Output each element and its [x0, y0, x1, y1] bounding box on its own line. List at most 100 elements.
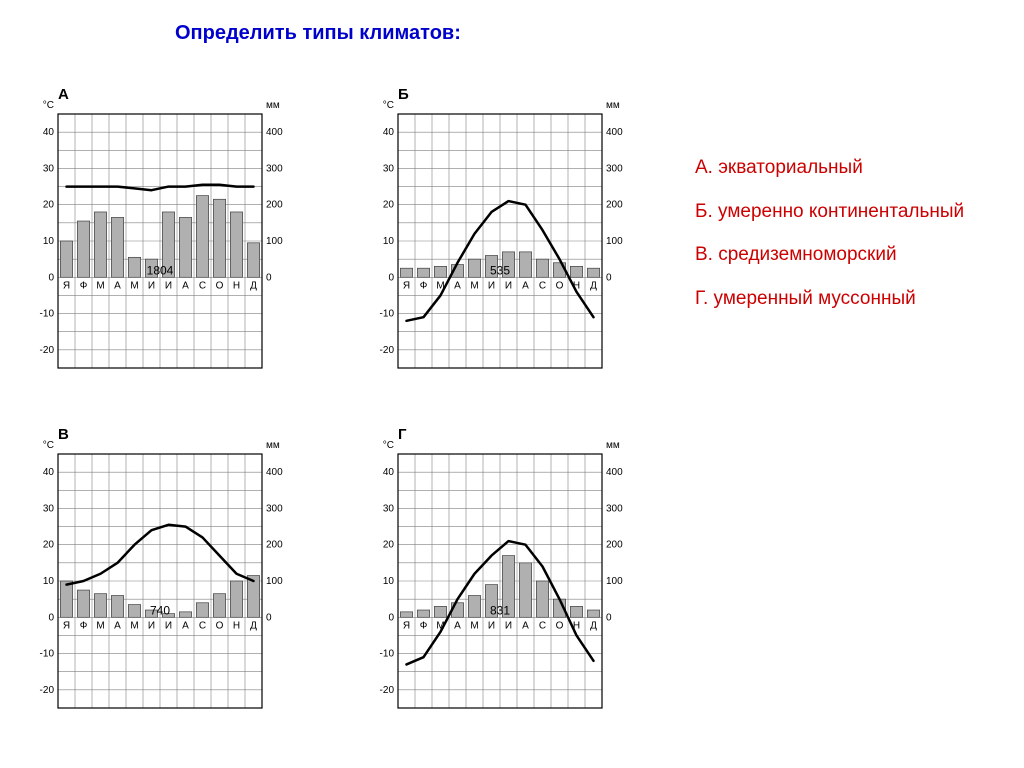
svg-text:М: М	[470, 280, 478, 291]
svg-text:М: М	[96, 280, 104, 291]
svg-text:О: О	[556, 280, 564, 291]
page-title: Определить типы климатов:	[175, 22, 461, 45]
chart-letter: В	[58, 426, 69, 443]
svg-text:-10: -10	[40, 649, 55, 660]
svg-text:Н: Н	[573, 620, 580, 631]
svg-text:0: 0	[606, 272, 612, 283]
svg-text:°C: °C	[43, 100, 54, 111]
svg-text:Д: Д	[590, 620, 597, 631]
svg-text:10: 10	[383, 576, 395, 587]
svg-text:И: И	[505, 280, 512, 291]
svg-text:0: 0	[48, 272, 54, 283]
svg-text:А: А	[182, 620, 189, 631]
svg-text:40: 40	[43, 127, 55, 138]
svg-text:200: 200	[606, 200, 623, 211]
svg-text:Я: Я	[403, 620, 410, 631]
svg-text:20: 20	[383, 540, 395, 551]
svg-text:-20: -20	[40, 685, 55, 696]
svg-text:Д: Д	[250, 280, 257, 291]
svg-text:-10: -10	[40, 309, 55, 320]
svg-text:400: 400	[266, 127, 283, 138]
climograph-Б: Б-20-100102030400100200300400°CммЯФМАМИИ…	[360, 90, 640, 390]
svg-text:М: М	[96, 620, 104, 631]
svg-text:С: С	[199, 280, 206, 291]
svg-text:300: 300	[266, 503, 283, 514]
svg-text:400: 400	[606, 127, 623, 138]
svg-text:М: М	[470, 620, 478, 631]
svg-text:И: И	[148, 280, 155, 291]
svg-text:Ф: Ф	[80, 280, 88, 291]
svg-text:740: 740	[150, 603, 170, 617]
answer-item: В. средиземноморский	[695, 242, 995, 268]
svg-text:Н: Н	[573, 280, 580, 291]
svg-text:О: О	[216, 280, 224, 291]
svg-text:20: 20	[383, 200, 395, 211]
svg-text:°C: °C	[383, 440, 394, 451]
answer-item: Г. умеренный муссонный	[695, 286, 995, 312]
svg-text:0: 0	[388, 272, 394, 283]
svg-text:40: 40	[383, 127, 395, 138]
svg-text:А: А	[522, 280, 529, 291]
svg-text:мм: мм	[266, 440, 280, 451]
svg-text:М: М	[130, 280, 138, 291]
svg-text:1804: 1804	[147, 263, 174, 277]
chart-letter: Г	[398, 426, 407, 443]
svg-text:И: И	[165, 620, 172, 631]
svg-text:30: 30	[43, 163, 55, 174]
svg-text:100: 100	[606, 236, 623, 247]
chart-letter: Б	[398, 86, 409, 103]
svg-text:20: 20	[43, 540, 55, 551]
answer-key: А. экваториальный Б. умеренно континента…	[695, 155, 995, 330]
svg-text:И: И	[488, 620, 495, 631]
svg-text:300: 300	[606, 163, 623, 174]
svg-text:100: 100	[606, 576, 623, 587]
svg-text:0: 0	[48, 612, 54, 623]
svg-text:-20: -20	[380, 345, 395, 356]
svg-text:И: И	[488, 280, 495, 291]
svg-text:200: 200	[266, 540, 283, 551]
svg-text:30: 30	[383, 503, 395, 514]
svg-text:Ф: Ф	[420, 620, 428, 631]
svg-text:С: С	[539, 280, 546, 291]
svg-text:мм: мм	[606, 100, 620, 111]
answer-item: А. экваториальный	[695, 155, 995, 181]
svg-text:Ф: Ф	[80, 620, 88, 631]
svg-text:И: И	[505, 620, 512, 631]
svg-text:М: М	[130, 620, 138, 631]
svg-text:20: 20	[43, 200, 55, 211]
svg-text:-10: -10	[380, 309, 395, 320]
svg-text:А: А	[454, 620, 461, 631]
svg-text:-20: -20	[380, 685, 395, 696]
svg-text:300: 300	[266, 163, 283, 174]
svg-text:°C: °C	[383, 100, 394, 111]
svg-text:А: А	[182, 280, 189, 291]
svg-text:Ф: Ф	[420, 280, 428, 291]
svg-text:400: 400	[606, 467, 623, 478]
svg-text:0: 0	[606, 612, 612, 623]
svg-text:40: 40	[383, 467, 395, 478]
svg-text:А: А	[114, 620, 121, 631]
svg-text:400: 400	[266, 467, 283, 478]
svg-text:10: 10	[383, 236, 395, 247]
svg-text:10: 10	[43, 576, 55, 587]
svg-text:С: С	[199, 620, 206, 631]
svg-text:А: А	[114, 280, 121, 291]
climograph-В: В-20-100102030400100200300400°CммЯФМАМИИ…	[20, 430, 300, 730]
svg-text:О: О	[556, 620, 564, 631]
svg-text:мм: мм	[266, 100, 280, 111]
svg-text:0: 0	[388, 612, 394, 623]
svg-text:300: 300	[606, 503, 623, 514]
svg-text:А: А	[454, 280, 461, 291]
answer-item: Б. умеренно континентальный	[695, 199, 995, 225]
svg-text:°C: °C	[43, 440, 54, 451]
svg-text:100: 100	[266, 236, 283, 247]
svg-text:Н: Н	[233, 280, 240, 291]
svg-text:831: 831	[490, 603, 510, 617]
svg-text:Д: Д	[250, 620, 257, 631]
svg-text:И: И	[165, 280, 172, 291]
svg-text:0: 0	[266, 612, 272, 623]
svg-text:Я: Я	[63, 280, 70, 291]
svg-text:Я: Я	[403, 280, 410, 291]
svg-text:10: 10	[43, 236, 55, 247]
svg-text:Н: Н	[233, 620, 240, 631]
